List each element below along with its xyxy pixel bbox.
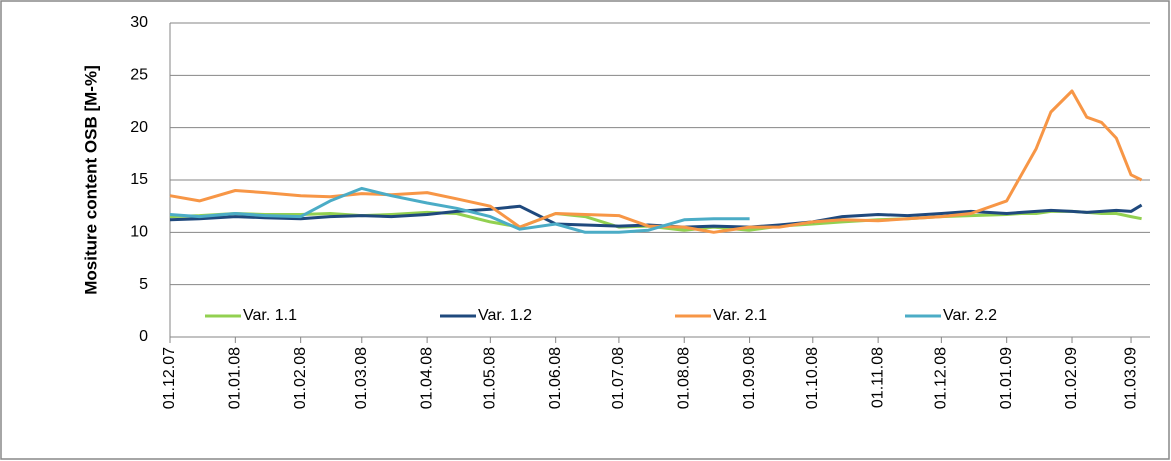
y-tick-label: 25: [130, 67, 148, 84]
x-tick-label: 01.11.08: [869, 347, 886, 408]
x-tick-label: 01.06.08: [547, 347, 564, 409]
legend-label: Var. 2.1: [713, 307, 767, 324]
data-line: [169, 203, 1143, 229]
x-tick-label: 01.10.08: [804, 347, 821, 409]
x-tick-label: 01.05.08: [482, 347, 499, 409]
y-tick-label: 5: [139, 276, 148, 293]
x-tick-label: 01.01.08: [227, 347, 244, 409]
y-tick-label: 15: [130, 171, 148, 188]
data-line: [169, 186, 750, 234]
x-tick-label: 01.01.09: [998, 347, 1015, 409]
legend-label: Var. 2.2: [943, 307, 997, 324]
x-tick-label: 01.07.08: [610, 347, 627, 409]
y-tick-label: 0: [139, 328, 148, 345]
y-tick-label: 10: [130, 224, 148, 241]
y-axis-label: Mositure content OSB [M-%]: [81, 65, 100, 295]
x-tick-label: 01.02.09: [1063, 347, 1080, 409]
x-tick-label: 01.03.09: [1122, 347, 1139, 409]
x-tick-label: 01.12.08: [933, 347, 950, 409]
legend-label: Var. 1.1: [243, 307, 297, 324]
data-line: [169, 89, 1143, 234]
x-tick-label: 01.02.08: [292, 347, 309, 409]
legend-label: Var. 1.2: [478, 307, 532, 324]
x-tick-label: 01.12.07: [161, 347, 178, 409]
y-tick-label: 20: [130, 119, 148, 136]
x-tick-label: 01.04.08: [418, 347, 435, 409]
x-tick-label: 01.08.08: [675, 347, 692, 409]
x-tick-label: 01.03.08: [353, 347, 370, 409]
y-tick-label: 30: [130, 14, 148, 31]
x-tick-label: 01.09.08: [741, 347, 758, 409]
